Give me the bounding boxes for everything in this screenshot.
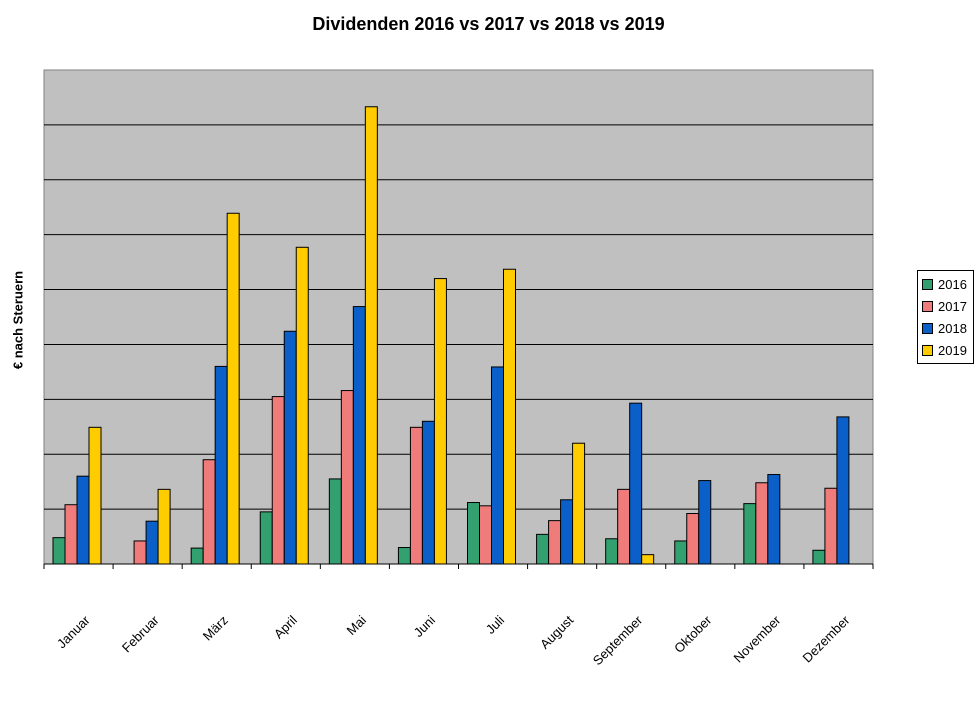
x-tick-label-september: September: [590, 612, 646, 668]
x-tick-label-juni: Juni: [411, 612, 439, 640]
bar-2017-juni: [409, 426, 423, 565]
bar-2017-mai: [340, 390, 354, 565]
legend-swatch-2019: [922, 344, 933, 356]
legend-swatch-2017: [922, 300, 933, 312]
bar-2016-mai: [328, 478, 342, 565]
bar-2017-februar: [133, 540, 147, 565]
bar-2017-dezember: [824, 487, 838, 565]
x-tick-label-juli: Juli: [483, 612, 507, 636]
x-tick-label-august: August: [537, 612, 576, 651]
legend-label-2018: 2018: [938, 320, 967, 336]
bar-2017-april: [271, 396, 285, 565]
x-tick-label-februar: Februar: [119, 612, 162, 655]
bar-2019-april: [295, 246, 309, 565]
bar-2018-oktober: [698, 480, 712, 565]
legend-entry-2016: 2016: [918, 273, 973, 295]
bar-2016-august: [536, 533, 550, 565]
bar-2017-november: [755, 482, 769, 565]
bar-2018-september: [629, 402, 643, 565]
bar-2016-juni: [397, 547, 411, 565]
bar-2016-oktober: [674, 540, 688, 565]
bar-2019-mai: [364, 106, 378, 565]
bar-2018-april: [283, 330, 297, 565]
bar-2017-juli: [479, 505, 492, 565]
bars: [52, 106, 850, 565]
bar-2018-august: [560, 499, 574, 565]
legend-label-2019: 2019: [938, 342, 967, 358]
bar-2017-oktober: [686, 513, 700, 565]
bar-2017-märz: [202, 459, 216, 565]
bar-2016-april: [259, 511, 273, 565]
x-tick-label-oktober: Oktober: [671, 612, 715, 656]
bar-2018-januar: [76, 475, 90, 565]
plot-background: [43, 69, 874, 565]
bar-2018-mai: [352, 306, 366, 565]
bar-2017-september: [617, 488, 631, 565]
legend: 2016 2017 2018 2019: [917, 270, 974, 364]
x-tick-labels: Januar Februar März April Mai Juni Juli August S…: [54, 612, 853, 668]
bar-2016-dezember: [812, 549, 826, 565]
bar-2018-dezember: [836, 416, 850, 565]
axes: [43, 563, 874, 569]
bar-2019-märz: [226, 212, 240, 565]
bar-2016-november: [743, 503, 757, 565]
bar-2018-märz: [214, 365, 228, 565]
legend-entry-2019: 2019: [918, 339, 973, 361]
bar-2018-november: [767, 474, 781, 565]
legend-swatch-2018: [922, 322, 933, 334]
bar-2017-januar: [64, 504, 78, 565]
bar-2019-august: [572, 442, 586, 565]
bar-2018-februar: [145, 520, 159, 565]
x-tick-label-mai: Mai: [344, 612, 369, 637]
bar-2016-märz: [190, 547, 204, 565]
bar-2019-juli: [503, 268, 516, 565]
bar-2019-februar: [157, 488, 171, 565]
bar-2017-august: [548, 520, 562, 565]
bar-2019-januar: [88, 426, 102, 565]
x-tick-label-januar: Januar: [54, 612, 93, 651]
x-tick-label-november: November: [730, 612, 783, 665]
grid-lines: [44, 124, 873, 510]
legend-entry-2018: 2018: [918, 317, 973, 339]
bar-2018-juni: [421, 420, 435, 565]
x-tick-label-dezember: Dezember: [800, 612, 853, 665]
legend-entry-2017: 2017: [918, 295, 973, 317]
x-tick-label-april: April: [271, 612, 300, 641]
bar-2016-juli: [467, 502, 480, 565]
bar-2018-juli: [491, 366, 504, 565]
legend-swatch-2016: [922, 278, 933, 290]
bar-2016-september: [605, 538, 619, 565]
legend-label-2017: 2017: [938, 298, 967, 314]
bar-2019-juni: [433, 278, 447, 565]
bar-2016-januar: [52, 537, 66, 565]
x-tick-label-märz: März: [200, 613, 231, 644]
legend-label-2016: 2016: [938, 276, 967, 292]
bar-2019-september: [641, 554, 655, 565]
chart-title: Dividenden 2016 vs 2017 vs 2018 vs 2019: [312, 14, 665, 34]
